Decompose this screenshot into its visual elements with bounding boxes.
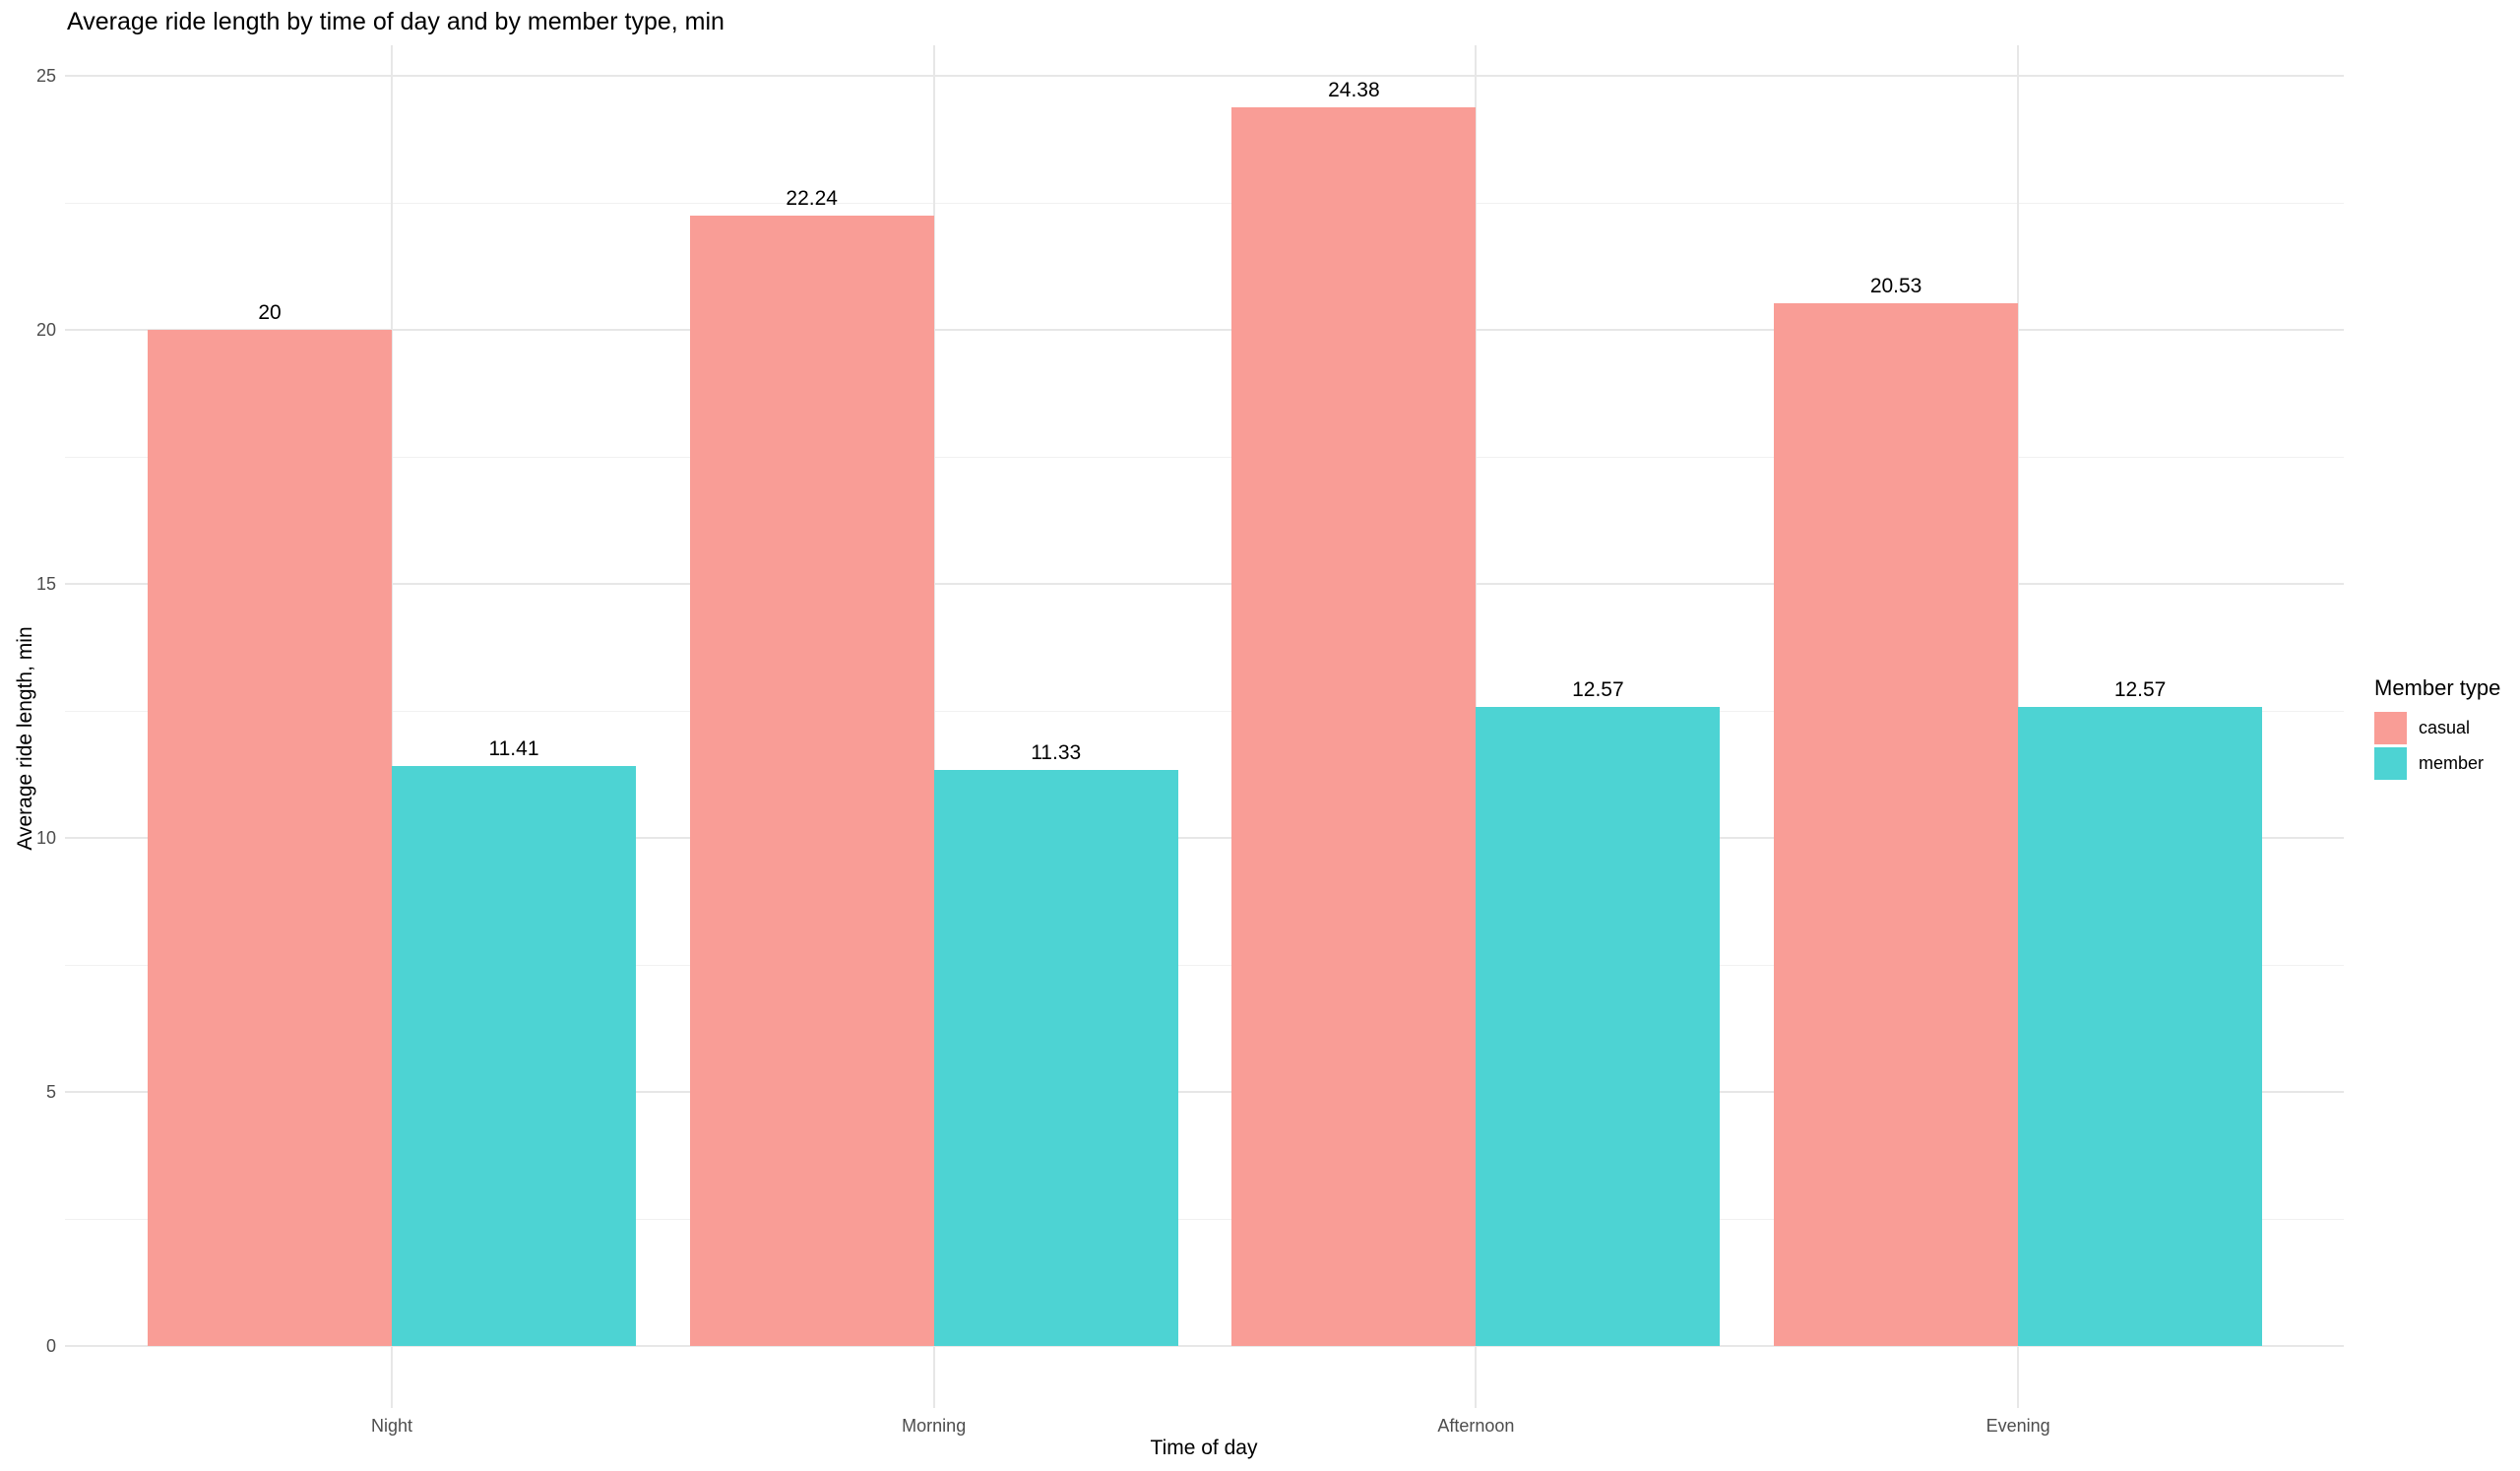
legend-swatch-member (2374, 747, 2407, 780)
bar-member-evening (2018, 707, 2263, 1346)
value-label-member-morning: 11.33 (1031, 741, 1082, 765)
legend-swatch-casual (2374, 712, 2407, 744)
y-tick-label: 15 (35, 574, 56, 594)
bar-casual-afternoon (1231, 106, 1477, 1346)
value-label-casual-night: 20 (258, 301, 282, 324)
x-tick-label: Night (370, 1416, 413, 1436)
legend-item-casual: casual (2374, 712, 2520, 744)
x-tick-label: Morning (902, 1416, 967, 1436)
value-label-member-afternoon: 12.57 (1572, 678, 1624, 702)
y-tick-label: 5 (45, 1082, 56, 1102)
legend-title: Member type (2374, 675, 2501, 700)
value-label-casual-evening: 20.53 (1869, 274, 1922, 297)
legend: Member type casual member (2374, 675, 2520, 783)
y-tick-label: 20 (35, 320, 56, 340)
y-tick-label: 25 (35, 66, 56, 86)
x-tick-label: Afternoon (1437, 1416, 1515, 1436)
chart-title: Average ride length by time of day and b… (67, 8, 724, 35)
bar-member-afternoon (1476, 707, 1721, 1346)
bar-casual-evening (1774, 302, 2019, 1346)
y-gridline-major (65, 75, 2344, 77)
bar-casual-night (148, 330, 392, 1346)
legend-label-member: member (2419, 753, 2485, 773)
legend-item-member: member (2374, 747, 2520, 780)
bar-member-morning (933, 770, 1178, 1346)
value-label-casual-morning: 22.24 (786, 187, 838, 211)
y-axis-title: Average ride length, min (14, 626, 36, 851)
y-tick-label: 0 (45, 1336, 56, 1356)
x-axis-title: Time of day (1150, 1437, 1258, 1459)
value-label-casual-afternoon: 24.38 (1328, 78, 1380, 101)
value-label-member-night: 11.41 (488, 737, 539, 761)
y-gridline-minor (65, 202, 2344, 204)
x-tick-label: Evening (1985, 1416, 2050, 1436)
y-tick-label: 10 (35, 828, 56, 848)
bar-casual-morning (689, 216, 934, 1346)
value-label-member-evening: 12.57 (2113, 678, 2167, 702)
bar-member-night (392, 766, 636, 1346)
legend-label-casual: casual (2419, 718, 2471, 737)
